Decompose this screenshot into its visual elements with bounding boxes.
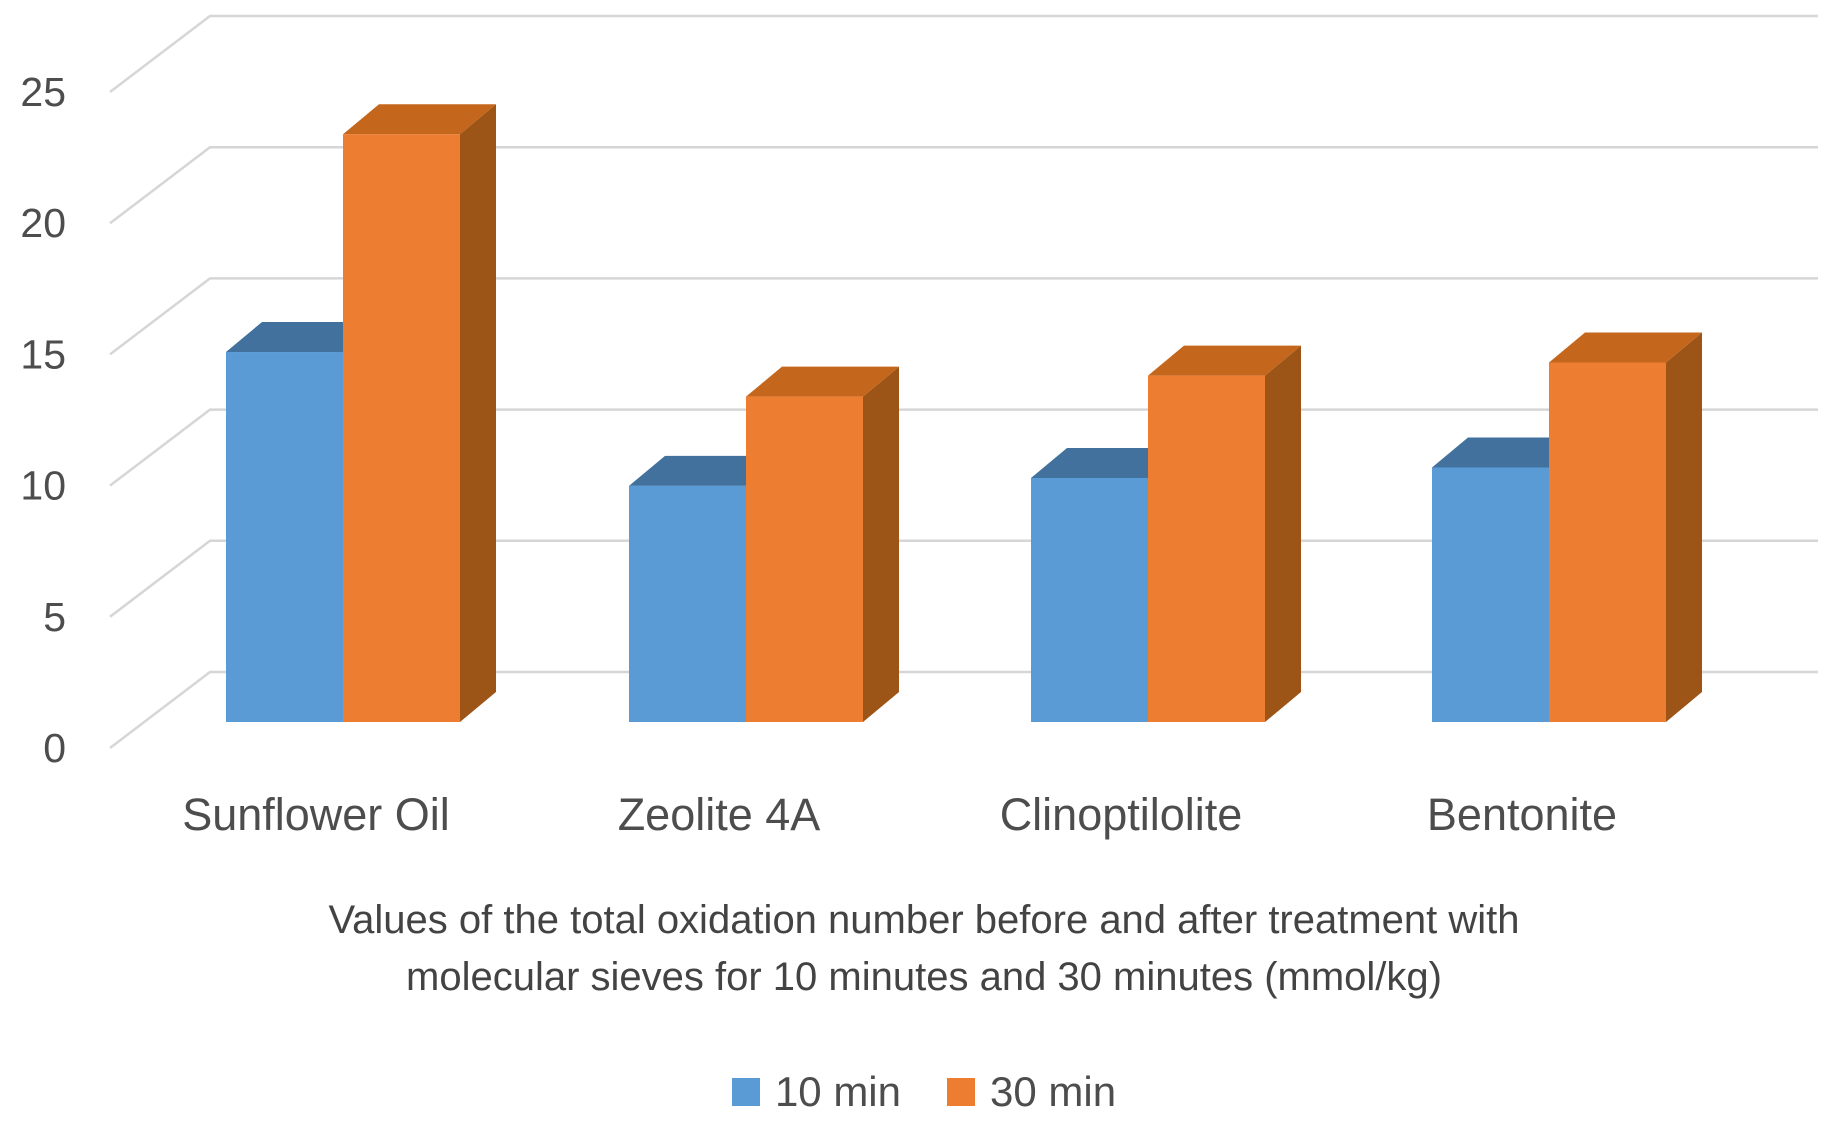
legend-label-10-min: 10 min [774,1068,901,1115]
gridline-20 [109,145,1818,225]
gridline-25 [109,14,1818,93]
bar-side-face [863,366,899,722]
bar-front-face [629,485,746,722]
y-axis-tick-20: 20 [20,200,66,246]
bar-bentonite-30-min [1549,332,1702,722]
bar-front-face [1031,477,1148,722]
bar-sunflower-oil-30-min [343,104,496,722]
bar-top-face [629,455,782,486]
y-axis-tick-5: 5 [43,594,66,640]
bar-top-face [1549,332,1702,363]
y-axis-tick-25: 25 [20,69,66,115]
legend-item-10-min: 10 min [731,1068,901,1116]
y-axis-tick-0: 0 [43,725,66,771]
gridline-15 [109,277,1818,356]
y-axis-tick-15: 15 [20,331,66,377]
legend-label-30-min: 30 min [990,1068,1117,1115]
bar-chart-3d-plot-area: 0 5 10 15 20 25 Sunflower Oil Zeolite 4A Clinopt… [20,14,1818,840]
bar-top-face [226,322,379,353]
chart-title-line-1: Values of the total oxidation number bef… [328,898,1520,942]
bar-front-face [1549,362,1666,722]
x-axis-label-clinoptilolite: Clinoptilolite [1000,789,1243,840]
chart-title-line-2: molecular sieves for 10 minutes and 30 m… [406,955,1442,999]
bar-top-face [1432,437,1585,468]
bar-top-face [1148,345,1301,376]
bar-top-face [746,366,899,397]
bar-front-face [343,134,460,722]
chart-title: Values of the total oxidation number bef… [0,892,1848,1006]
bar-front-face [1148,375,1265,722]
bar-zeolite-4a-30-min [746,366,899,722]
x-axis-label-sunflower-oil: Sunflower Oil [182,789,450,840]
legend-swatch-30-min-icon [947,1078,975,1106]
bar-side-face [460,104,496,722]
chart-legend: 10 min 30 min [0,1068,1848,1116]
x-axis-label-bentonite: Bentonite [1427,789,1617,840]
bar-top-face [343,104,496,135]
y-axis-tick-10: 10 [20,463,66,509]
bar-front-face [746,396,863,722]
bar-side-face [1265,345,1301,722]
bar-front-face [226,352,343,722]
x-axis-label-zeolite-4a: Zeolite 4A [618,789,821,840]
bar-top-face [1031,447,1184,478]
bar-side-face [1666,332,1702,722]
bar-clinoptilolite-30-min [1148,345,1301,722]
bar-front-face [1432,467,1549,722]
legend-item-30-min: 30 min [947,1068,1116,1116]
legend-swatch-10-min-icon [731,1078,760,1106]
